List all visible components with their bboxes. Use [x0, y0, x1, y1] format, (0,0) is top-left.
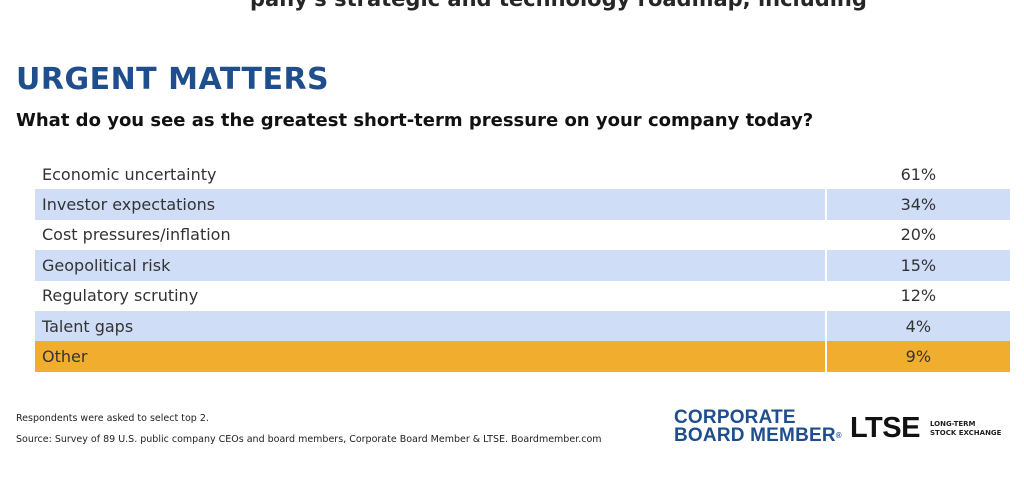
ltse-sub-line2: STOCK EXCHANGE — [929, 428, 1002, 437]
ltse-logo-subtext: LONG-TERM STOCK EXCHANGE — [930, 420, 1002, 438]
results-table: Economic uncertainty 61% Investor expectat… — [35, 159, 1010, 372]
chart-subtitle: What do you see as the greatest short-te… — [16, 110, 814, 131]
row-value: 9% — [824, 341, 1010, 372]
row-value: 34% — [824, 189, 1010, 220]
table-row: Other 9% — [35, 341, 1010, 372]
row-value: 61% — [824, 159, 1010, 190]
row-label: Talent gaps — [35, 310, 826, 342]
row-label: Cost pressures/inflation — [42, 225, 231, 245]
row-label: Other — [35, 341, 826, 372]
row-value: 12% — [824, 280, 1010, 311]
respondents-note: Respondents were asked to select top 2. — [16, 413, 209, 424]
table-row: Regulatory scrutiny 12% — [35, 280, 1010, 311]
row-label: Investor expectations — [35, 189, 826, 220]
table-row: Talent gaps 4% — [35, 310, 1010, 342]
cbm-logo-line2: BOARD MEMBER — [674, 425, 836, 446]
table-row: Investor expectations 34% — [35, 189, 1010, 220]
row-value: 4% — [824, 310, 1010, 342]
ltse-sub-line1: LONG-TERM — [929, 419, 976, 428]
cut-off-header-text: pany's strategic and technology roadmap,… — [250, 0, 867, 11]
row-value: 20% — [824, 219, 1010, 251]
chart-title: URGENT MATTERS — [16, 62, 330, 97]
ltse-logo: LTSE LONG-TERM STOCK EXCHANGE — [850, 412, 1001, 445]
ltse-logo-mark: LTSE — [850, 412, 920, 444]
cbm-logo-line1: CORPORATE — [674, 407, 796, 428]
table-row: Cost pressures/inflation 20% — [35, 219, 1010, 251]
row-label: Regulatory scrutiny — [42, 286, 199, 306]
source-note: Source: Survey of 89 U.S. public company… — [16, 434, 602, 445]
registered-mark: ® — [835, 431, 842, 440]
row-label: Geopolitical risk — [35, 250, 826, 281]
table-row: Geopolitical risk 15% — [35, 250, 1010, 281]
row-label: Economic uncertainty — [42, 164, 217, 184]
row-value: 15% — [824, 250, 1010, 281]
corporate-board-member-logo: CORPORATE BOARD MEMBER® — [674, 407, 842, 446]
table-row: Economic uncertainty 61% — [35, 159, 1010, 190]
